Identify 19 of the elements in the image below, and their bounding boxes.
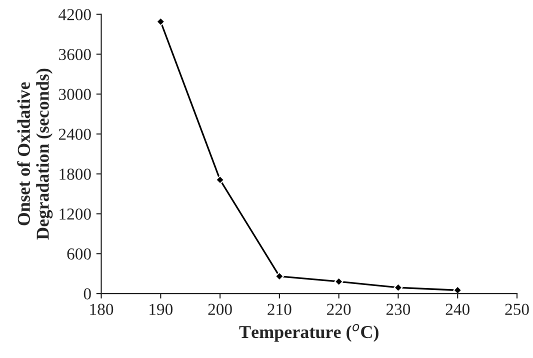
y-tick-label: 2400 — [58, 128, 91, 140]
y-tick-label: 4200 — [58, 9, 91, 20]
y-tick-label: 0 — [84, 288, 91, 300]
y-axis-title: Onset of Oxidative Degradation (seconds) — [17, 68, 53, 240]
x-tick-label: 240 — [446, 304, 470, 316]
x-tick-label: 220 — [327, 304, 351, 316]
x-tick-label: 190 — [150, 304, 173, 316]
point — [216, 175, 224, 184]
y-tick-label: 600 — [67, 248, 91, 260]
x-tick-label: 210 — [268, 304, 292, 316]
x-axis-title: Temperature ($^{o}$C) — [239, 324, 378, 342]
y-tick-label: 1200 — [60, 208, 91, 220]
y-tick-label: 3000 — [59, 88, 91, 100]
x-tick-label: 230 — [386, 304, 410, 316]
y-tick-label: 3600 — [59, 48, 91, 60]
y-tick-label: 1800 — [60, 168, 91, 180]
x-tick-label: 200 — [208, 304, 232, 316]
x-tick-label: 250 — [505, 304, 529, 316]
x-tick-label: 180 — [90, 304, 114, 316]
